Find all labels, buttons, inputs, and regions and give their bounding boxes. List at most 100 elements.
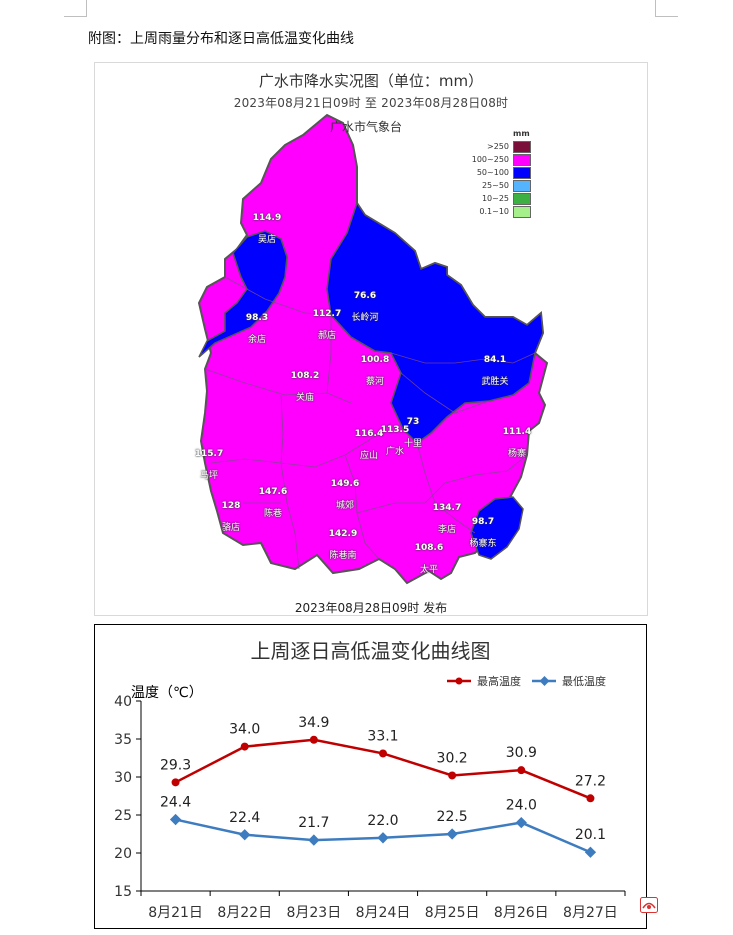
- station-rainfall-value: 76.6: [353, 291, 377, 301]
- station-rainfall-value: 112.7: [312, 309, 342, 319]
- station-rainfall-value: 84.1: [483, 355, 507, 365]
- data-point: [240, 742, 249, 751]
- map-source: 广水市气象台: [330, 120, 403, 134]
- rainfall-map-figure: 广水市降水实况图（单位：mm） 2023年08月21日09时 至 2023年08…: [94, 62, 648, 616]
- data-point: [515, 816, 527, 829]
- x-tick-label: 8月24日: [356, 905, 411, 921]
- region-50-100-west: [198, 230, 288, 358]
- legend-color-swatch: [513, 206, 531, 218]
- station-name: 李店: [437, 525, 457, 535]
- station-rainfall-value: 142.9: [328, 529, 358, 539]
- station-name: 杨寨东: [469, 539, 497, 549]
- y-tick-label: 30: [114, 770, 132, 786]
- legend-label: 最低温度: [562, 674, 606, 688]
- station-rainfall-value: 108.2: [290, 371, 320, 381]
- station-rainfall-value: 108.6: [414, 543, 444, 553]
- x-tick-label: 8月23日: [286, 905, 341, 921]
- data-label: 22.5: [437, 809, 468, 825]
- data-label: 34.0: [229, 722, 260, 738]
- data-point: [448, 771, 457, 780]
- data-point: [586, 794, 595, 803]
- data-point: [239, 829, 251, 841]
- data-label: 24.0: [506, 798, 537, 814]
- legend-marker: [455, 677, 463, 685]
- station-name: 城郊: [335, 501, 355, 511]
- legend-item-label: 25~50: [481, 181, 509, 190]
- y-tick-label: 40: [114, 694, 132, 710]
- data-label: 21.7: [298, 815, 329, 831]
- data-point: [379, 749, 387, 758]
- legend-item-label: 100~250: [471, 155, 509, 164]
- y-tick-label: 35: [114, 732, 132, 748]
- data-label: 33.1: [367, 728, 398, 744]
- data-point: [377, 832, 389, 844]
- map-issue-time: 2023年08月28日09时 发布: [294, 601, 448, 615]
- data-point: [309, 735, 318, 744]
- legend-color-swatch: [513, 167, 531, 179]
- region-50-100-east: [326, 201, 544, 444]
- legend-unit: mm: [513, 129, 530, 138]
- y-tick-label: 25: [114, 808, 132, 824]
- region-50-100-southeast: [470, 496, 524, 560]
- data-label: 22.0: [367, 813, 398, 829]
- legend-color-swatch: [513, 141, 531, 153]
- station-name: 骆店: [221, 523, 241, 533]
- station-rainfall-value: 128: [221, 501, 241, 511]
- y-tick-label: 20: [114, 846, 132, 862]
- station-name: 余店: [247, 335, 267, 345]
- township-boundaries: [204, 276, 536, 570]
- legend-item: 0.1~10: [467, 206, 533, 218]
- station-name: 武胜关: [481, 377, 509, 387]
- legend-label: 最高温度: [477, 674, 521, 688]
- data-point: [584, 846, 597, 858]
- legend-item: 10~25: [467, 193, 533, 205]
- x-tick-label: 8月21日: [148, 905, 203, 921]
- station-rainfall-value: 113.5: [380, 425, 410, 435]
- legend-item: 50~100: [467, 167, 533, 179]
- station-name: 吴店: [257, 235, 277, 245]
- station-rainfall-value: 98.3: [245, 313, 269, 323]
- map-title: 广水市降水实况图（单位：mm）: [258, 72, 484, 90]
- watermark-stamp-icon: [640, 897, 658, 913]
- map-period: 2023年08月21日09时 至 2023年08月28日08时: [233, 96, 509, 110]
- x-tick-label: 8月27日: [563, 905, 618, 921]
- legend-item: 25~50: [467, 180, 533, 192]
- data-label: 34.9: [298, 715, 329, 731]
- station-name: 陈巷南: [329, 551, 357, 561]
- station-rainfall-value: 73: [406, 417, 420, 427]
- data-point: [517, 766, 526, 775]
- legend-marker: [539, 676, 550, 686]
- x-tick-label: 8月25日: [425, 905, 480, 921]
- data-point: [446, 828, 458, 840]
- station-name: 应山: [359, 451, 379, 461]
- station-rainfall-value: 134.7: [432, 503, 462, 513]
- station-name: 广水: [385, 447, 405, 457]
- station-name: 关庙: [295, 393, 315, 403]
- station-name: 长岭河: [351, 313, 379, 323]
- data-point: [169, 813, 182, 826]
- legend-color-swatch: [513, 154, 531, 166]
- legend-item-label: 10~25: [481, 194, 509, 203]
- legend-item-label: >250: [487, 142, 509, 151]
- legend-color-swatch: [513, 180, 531, 192]
- chart-title: 上周逐日高低温变化曲线图: [250, 639, 491, 663]
- station-name: 马坪: [199, 471, 219, 481]
- legend-item-label: 0.1~10: [479, 207, 509, 216]
- station-rainfall-value: 115.7: [194, 449, 224, 459]
- data-label: 22.4: [229, 810, 260, 826]
- station-rainfall-value: 116.4: [354, 429, 384, 439]
- data-label: 24.4: [160, 795, 191, 811]
- station-rainfall-value: 114.9: [252, 213, 282, 223]
- station-rainfall-value: 100.8: [360, 355, 390, 365]
- data-point: [308, 834, 320, 846]
- data-point: [171, 778, 180, 787]
- chart-plot-area: 15 20 25 30 35 40 8月21日 8月22日 8月23日 8月24日 8月25日 8月2…: [114, 674, 626, 921]
- page-corner-mark-left: [64, 0, 87, 17]
- station-name: 太平: [419, 565, 439, 575]
- x-tick-label: 8月22日: [217, 905, 272, 921]
- station-rainfall-value: 147.6: [258, 487, 288, 497]
- legend-item: >250: [467, 141, 533, 153]
- legend-color-swatch: [513, 193, 531, 205]
- page-corner-mark-right: [655, 0, 678, 17]
- rainfall-map-canvas: [197, 113, 549, 585]
